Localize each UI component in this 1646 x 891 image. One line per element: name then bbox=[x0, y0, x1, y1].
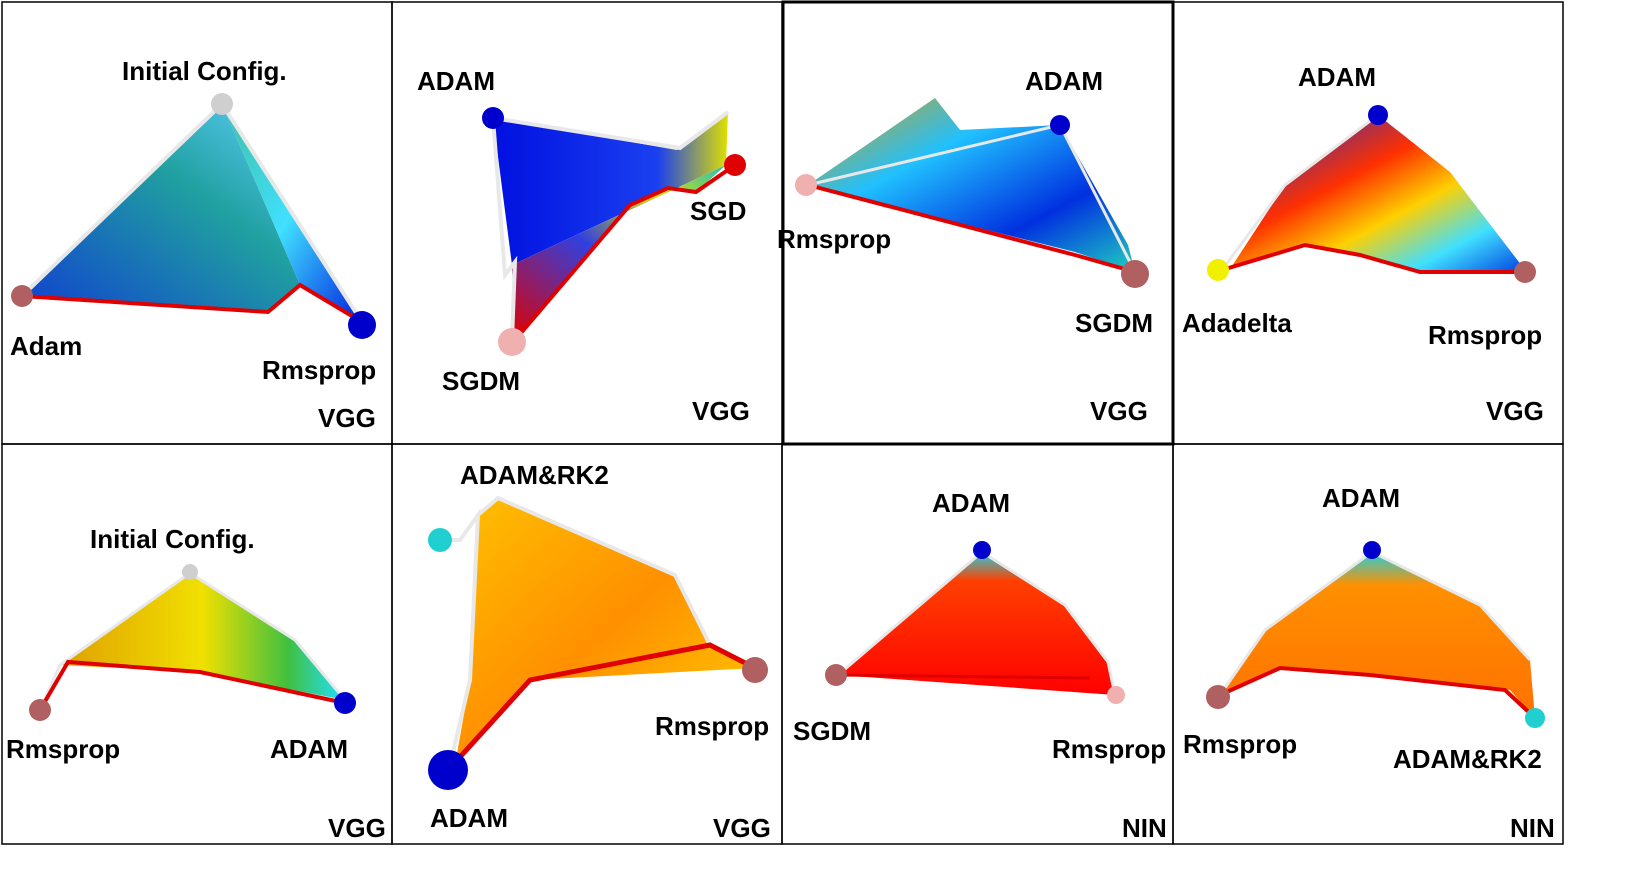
label-adam: ADAM bbox=[932, 488, 1010, 518]
loss-surface-lower bbox=[512, 165, 726, 340]
network-label: NIN bbox=[1510, 813, 1555, 843]
path-line-white bbox=[837, 550, 1117, 696]
path-line-red bbox=[38, 659, 346, 712]
loss-surface bbox=[1220, 552, 1535, 718]
path-line-red bbox=[21, 282, 364, 324]
network-label: VGG bbox=[1090, 396, 1148, 426]
label-adam-rk2: ADAM&RK2 bbox=[460, 460, 609, 490]
panel-5: ADAM&RK2 Rmsprop ADAM VGG bbox=[391, 443, 783, 845]
label-rmsprop: Rmsprop bbox=[1052, 734, 1166, 764]
vertex-marker bbox=[1207, 259, 1229, 281]
label-rmsprop: Rmsprop bbox=[777, 224, 891, 254]
network-label: VGG bbox=[328, 813, 386, 843]
path-line-white bbox=[491, 110, 730, 341]
vertex-marker bbox=[1050, 115, 1070, 135]
vertex-marker bbox=[742, 657, 768, 683]
vertex-marker bbox=[498, 328, 526, 356]
label-rmsprop: Rmsprop bbox=[1183, 729, 1297, 759]
vertex-marker bbox=[1107, 686, 1125, 704]
path-line-red bbox=[807, 183, 1136, 274]
network-label: VGG bbox=[692, 396, 750, 426]
label-adam: ADAM bbox=[1298, 62, 1376, 92]
loss-surface bbox=[455, 498, 755, 765]
vertex-marker bbox=[825, 664, 847, 686]
panel-border bbox=[1172, 443, 1564, 845]
path-line-red bbox=[513, 163, 737, 342]
loss-surface bbox=[838, 552, 1115, 695]
label-sgdm: SGDM bbox=[442, 366, 520, 396]
path-line-red bbox=[448, 642, 757, 770]
loss-surface bbox=[1232, 115, 1525, 272]
label-rmsprop: Rmsprop bbox=[262, 355, 376, 385]
label-rmsprop: Rmsprop bbox=[6, 734, 120, 764]
panel-2: ADAM Rmsprop SGDM VGG bbox=[777, 0, 1175, 446]
path-line-red bbox=[837, 673, 1091, 680]
label-adam: Adam bbox=[10, 331, 82, 361]
label-adam: ADAM bbox=[417, 66, 495, 96]
vertex-marker bbox=[1363, 541, 1381, 559]
label-adam: ADAM bbox=[1025, 66, 1103, 96]
panel-0: Initial Config. Adam Rmsprop VGG bbox=[1, 1, 393, 445]
vertex-marker bbox=[724, 154, 746, 176]
label-rmsprop: Rmsprop bbox=[1428, 320, 1542, 350]
path-line-white bbox=[1220, 113, 1379, 271]
label-initial-config: Initial Config. bbox=[90, 524, 255, 554]
loss-surface bbox=[22, 104, 300, 312]
vertex-marker bbox=[428, 528, 452, 552]
panel-4: Initial Config. Rmsprop ADAM VGG bbox=[1, 443, 393, 845]
label-sgdm: SGDM bbox=[793, 716, 871, 746]
panel-1: ADAM SGD SGDM VGG bbox=[391, 1, 783, 445]
vertex-marker bbox=[211, 93, 233, 115]
vertex-marker bbox=[1121, 260, 1149, 288]
network-label: VGG bbox=[318, 403, 376, 433]
vertex-marker bbox=[973, 541, 991, 559]
label-sgdm: SGDM bbox=[1075, 308, 1153, 338]
vertex-marker bbox=[348, 311, 376, 339]
vertex-marker bbox=[11, 285, 33, 307]
vertex-marker bbox=[482, 107, 504, 129]
panel-6: ADAM SGDM Rmsprop NIN bbox=[781, 443, 1174, 845]
label-adam-rk2: ADAM&RK2 bbox=[1393, 744, 1542, 774]
loss-surface bbox=[808, 98, 1135, 272]
vertex-marker bbox=[1206, 685, 1230, 709]
network-label: NIN bbox=[1122, 813, 1167, 843]
label-adam: ADAM bbox=[270, 734, 348, 764]
label-sgd: SGD bbox=[690, 196, 746, 226]
label-rmsprop: Rmsprop bbox=[655, 711, 769, 741]
vertex-marker bbox=[795, 174, 817, 196]
vertex-marker bbox=[182, 564, 198, 580]
panel-3: ADAM Adadelta Rmsprop VGG bbox=[1172, 1, 1564, 445]
vertex-marker bbox=[1514, 261, 1536, 283]
vertex-marker bbox=[334, 692, 356, 714]
vertex-marker bbox=[1525, 708, 1545, 728]
label-adam: ADAM bbox=[1322, 483, 1400, 513]
vertex-marker bbox=[428, 750, 468, 790]
vertex-marker bbox=[29, 699, 51, 721]
path-line-red bbox=[1219, 665, 1537, 720]
panel-7: ADAM Rmsprop ADAM&RK2 NIN bbox=[1172, 443, 1564, 845]
vertex-marker bbox=[1368, 105, 1388, 125]
network-label: VGG bbox=[713, 813, 771, 843]
label-adadelta: Adadelta bbox=[1182, 308, 1292, 338]
label-initial-config: Initial Config. bbox=[122, 56, 287, 86]
label-adam: ADAM bbox=[430, 803, 508, 833]
loss-surface bbox=[493, 112, 728, 265]
network-label: VGG bbox=[1486, 396, 1544, 426]
path-line-red bbox=[1221, 242, 1525, 274]
